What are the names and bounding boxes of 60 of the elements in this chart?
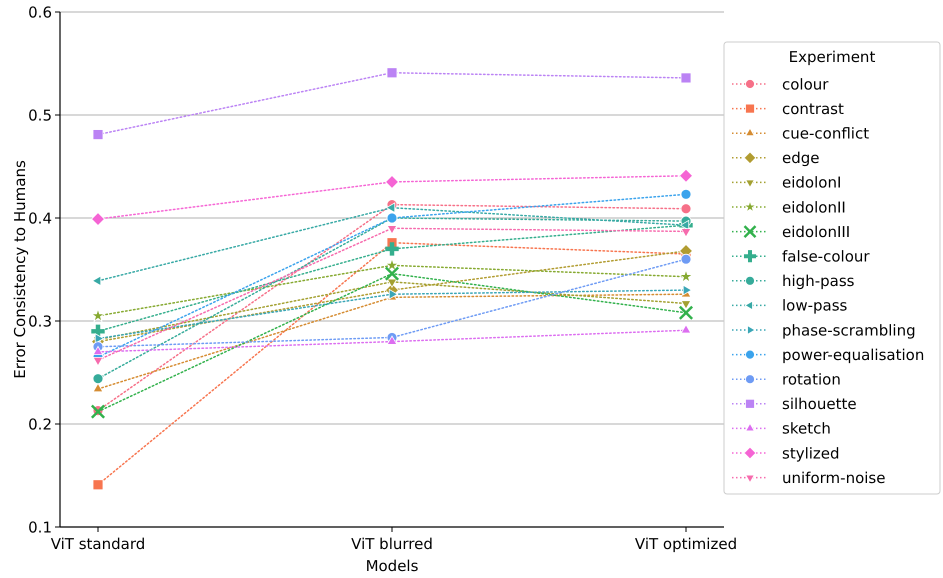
- point: [680, 254, 692, 265]
- point: [682, 284, 692, 296]
- legend-label: eidolonI: [782, 174, 842, 192]
- legend-label: uniform-noise: [782, 468, 886, 487]
- point: [91, 212, 105, 226]
- x-axis-title: Models: [366, 557, 419, 575]
- point: [679, 270, 693, 283]
- point: [386, 278, 398, 288]
- legend-label: cue-conflict: [782, 124, 870, 142]
- point: [92, 346, 104, 356]
- legend-label: eidolonIII: [782, 222, 850, 241]
- point: [91, 308, 105, 322]
- legend-label: colour: [782, 75, 830, 94]
- point: [386, 67, 398, 78]
- x-tick-label: ViT standard: [50, 535, 146, 553]
- point: [92, 373, 104, 384]
- point: [94, 333, 104, 344]
- y-tick-label: 0.2: [28, 415, 52, 434]
- point: [385, 175, 399, 189]
- y-tick-label: 0.1: [28, 518, 52, 536]
- point: [678, 305, 694, 320]
- point: [680, 203, 692, 214]
- point: [679, 168, 693, 183]
- x-tick-label: ViT blurred: [351, 535, 433, 553]
- point: [386, 336, 398, 345]
- point: [680, 228, 692, 238]
- point: [386, 225, 398, 234]
- point: [385, 242, 399, 256]
- y-axis-title: Error Consistency to Humans: [11, 160, 29, 379]
- legend-label: phase-scrambling: [782, 321, 916, 340]
- point: [90, 404, 106, 420]
- point: [680, 324, 692, 334]
- legend-label: edge: [782, 149, 820, 168]
- legend-label: false-colour: [782, 247, 870, 266]
- y-tick-label: 0.3: [28, 312, 52, 330]
- legend-label: contrast: [782, 100, 844, 118]
- legend-label: power-equalisation: [782, 346, 924, 364]
- point: [92, 276, 102, 286]
- y-tick-label: 0.6: [28, 3, 52, 22]
- point: [386, 202, 396, 213]
- point: [385, 258, 399, 272]
- point: [92, 129, 104, 140]
- y-tick-label: 0.5: [28, 106, 52, 124]
- legend-label: stylized: [782, 444, 840, 462]
- legend-label: eidolonII: [782, 198, 846, 216]
- point: [680, 188, 692, 200]
- point: [680, 300, 692, 310]
- point: [92, 356, 104, 366]
- legend-label: high-pass: [782, 272, 855, 290]
- legend-label: silhouette: [782, 395, 857, 414]
- point: [384, 266, 400, 282]
- point: [680, 72, 692, 84]
- point: [92, 383, 104, 392]
- legend-label: low-pass: [782, 296, 848, 315]
- legend-label: rotation: [782, 370, 841, 388]
- y-tick-label: 0.4: [28, 209, 52, 228]
- legend-title: Experiment: [788, 48, 876, 66]
- x-tick-label: ViT optimized: [634, 535, 738, 553]
- point: [92, 479, 104, 490]
- legend-label: sketch: [782, 420, 831, 438]
